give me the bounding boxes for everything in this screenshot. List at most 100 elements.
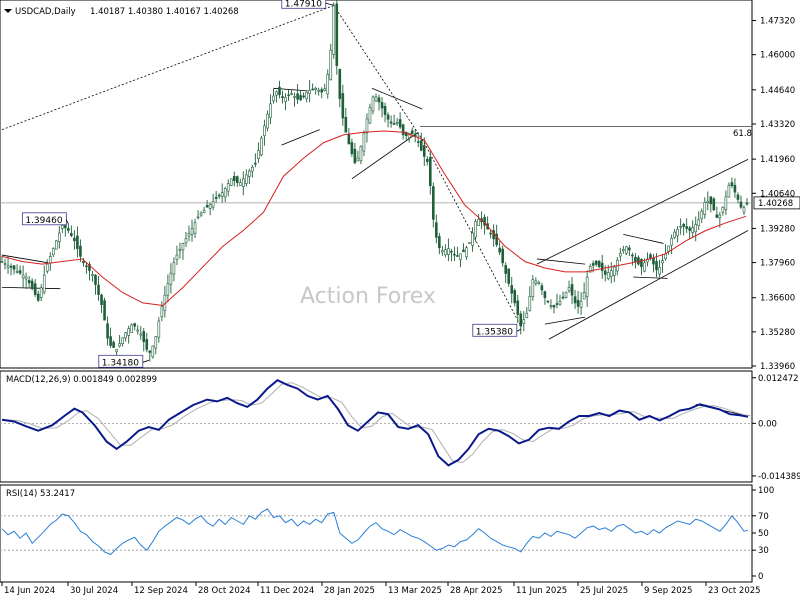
candle-body	[145, 339, 149, 350]
candle-body	[263, 125, 266, 137]
candle-body	[305, 91, 308, 100]
candle-body	[603, 270, 607, 275]
candle-body	[121, 337, 124, 344]
candle-body	[377, 97, 381, 103]
candle-body	[58, 232, 61, 243]
price-tick-label: 1.46000	[760, 51, 795, 61]
macd-tick-label: -0.014389	[758, 472, 800, 482]
candle-body	[76, 235, 79, 249]
candle-body	[320, 89, 324, 93]
candle-body	[184, 238, 188, 244]
candle-body	[127, 328, 130, 336]
candle-body	[187, 233, 191, 237]
candle-body	[606, 272, 610, 279]
candle-body	[585, 276, 589, 298]
candle-body	[691, 227, 695, 233]
candle-body	[447, 248, 450, 256]
candle-body	[582, 292, 586, 300]
candle-body	[302, 95, 305, 98]
candle-body	[401, 124, 405, 136]
candle-body	[410, 130, 414, 135]
range-line	[544, 316, 586, 325]
candle-body	[398, 119, 402, 128]
candle-body	[359, 146, 363, 162]
candle-body	[570, 284, 574, 296]
candle-body	[368, 106, 372, 124]
candle-body	[241, 178, 245, 187]
macd-tick-label: 0.00	[758, 419, 777, 429]
candle-body	[190, 228, 194, 235]
candle-body	[0, 261, 4, 263]
swing-label: 1.39460	[25, 216, 62, 226]
swing-label: 1.47910	[285, 0, 322, 9]
candle-body	[567, 287, 571, 292]
candle-body	[537, 281, 541, 284]
candle-body	[48, 256, 52, 264]
macd-tick-label: 0.012472	[758, 374, 799, 384]
price-tick-label: 1.39280	[760, 224, 795, 234]
price-tick-label: 1.36600	[760, 294, 795, 304]
candle-body	[3, 263, 7, 265]
candle-body	[474, 221, 477, 238]
price-tick-label: 1.44640	[760, 86, 795, 96]
swing-label-box	[472, 323, 518, 337]
candle-body	[118, 343, 121, 347]
candle-body	[453, 253, 456, 256]
swing-label-leader	[325, 2, 334, 6]
candle-body	[18, 270, 22, 274]
candle-body	[217, 194, 221, 197]
candle-body	[498, 247, 501, 253]
candle-body	[468, 242, 471, 244]
candle-body	[353, 148, 357, 164]
range-line	[1, 254, 49, 264]
candle-body	[519, 313, 523, 327]
candle-body	[12, 265, 16, 270]
rsi-line	[1, 508, 749, 556]
candle-body	[94, 274, 97, 285]
candle-body	[39, 287, 43, 298]
candle-body	[73, 237, 76, 242]
candle-body	[272, 95, 275, 102]
candle-body	[501, 248, 504, 264]
swing-label: 1.34180	[102, 358, 139, 368]
rsi-tick-label: 30	[758, 546, 769, 556]
candle-body	[522, 319, 526, 324]
time-tick-label: 28 Jan 2025	[324, 586, 375, 596]
fib-label: 61.8	[733, 129, 752, 139]
candle-body	[558, 300, 562, 305]
candle-body	[157, 320, 161, 338]
candle-body	[260, 137, 263, 156]
candle-body	[24, 276, 28, 280]
candle-body	[350, 142, 354, 155]
dropdown-triangle-icon[interactable]	[4, 9, 12, 13]
candle-body	[9, 266, 13, 268]
candle-body	[45, 263, 49, 272]
candle-body	[622, 249, 625, 252]
price-tick-label: 1.40640	[760, 189, 795, 199]
candle-body	[389, 121, 393, 124]
candle-body	[82, 260, 85, 264]
candle-body	[211, 201, 215, 208]
candle-body	[54, 240, 58, 250]
time-tick-label: 30 Jul 2024	[70, 586, 118, 596]
candle-body	[561, 296, 565, 299]
candle-body	[718, 214, 722, 219]
candle-body	[416, 141, 420, 143]
wedge-line	[351, 131, 419, 180]
time-tick-label: 23 Oct 2025	[708, 586, 761, 596]
price-tick-label: 1.43320	[760, 120, 795, 130]
candle-body	[106, 323, 109, 339]
candle-body	[573, 296, 577, 304]
ohlc-header: 1.40187 1.40380 1.40167 1.40268	[90, 7, 239, 17]
time-tick-label: 9 Sep 2025	[644, 586, 692, 596]
candle-body	[706, 200, 710, 204]
candle-body	[721, 206, 725, 213]
candle-body	[432, 186, 435, 220]
candle-body	[625, 246, 628, 254]
candle-body	[160, 306, 164, 318]
candle-body	[97, 284, 100, 295]
candle-body	[124, 332, 127, 339]
candle-body	[730, 182, 734, 186]
candle-body	[42, 274, 46, 293]
time-tick-label: 12 Sep 2024	[134, 586, 188, 596]
